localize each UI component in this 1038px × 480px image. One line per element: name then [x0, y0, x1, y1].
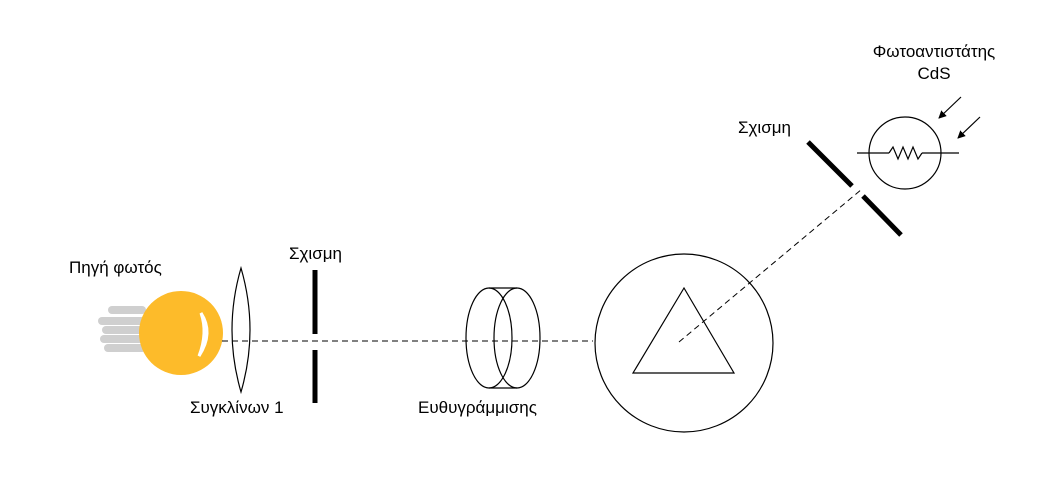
- prism: [631, 286, 736, 374]
- prism-table: [594, 253, 774, 433]
- photoresistor-label-line2: CdS: [917, 64, 951, 83]
- diffracted-ray: [678, 188, 863, 343]
- slit-left-label: Σχισμη: [289, 244, 342, 263]
- light-source-label: Πηγή φωτός: [69, 258, 162, 277]
- photoresistor: [857, 96, 981, 190]
- resistor-zigzag: [888, 145, 923, 161]
- converging-lens: [231, 265, 251, 395]
- light-arrow-2: [957, 116, 981, 139]
- photoresistor-label-line1: Φωτοαντιστάτης: [872, 42, 996, 61]
- bulb-globe: [139, 291, 223, 375]
- collimator-lens: [465, 287, 541, 389]
- converging-lens-label: Συγκλίνων 1: [190, 398, 284, 417]
- prism-assembly: [594, 253, 774, 433]
- slit-right: [806, 140, 903, 237]
- bulb-highlight: [197, 312, 209, 357]
- slit-right-label: Σχισμη: [738, 118, 791, 137]
- light-arrow-1: [938, 96, 962, 119]
- bulb-base: [98, 306, 146, 352]
- light-bulb: [98, 291, 223, 375]
- collimator-label: Ευθυγράμμισης: [418, 398, 537, 417]
